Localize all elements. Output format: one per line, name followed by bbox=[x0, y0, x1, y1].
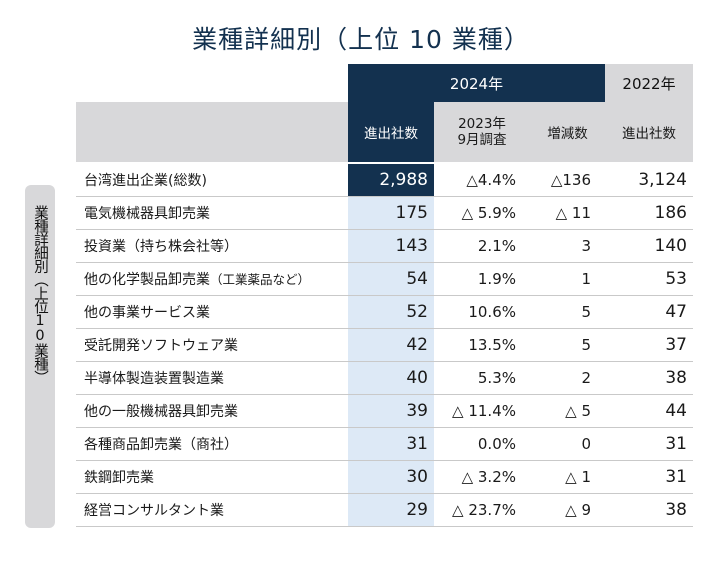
diff-count: △ 1 bbox=[530, 460, 605, 494]
diff-count: 1 bbox=[530, 262, 605, 296]
industry-name: 鉄鋼卸売業 bbox=[76, 460, 348, 494]
industry-name-text: 経営コンサルタント業 bbox=[84, 503, 224, 519]
industry-name-text: 他の化学製品卸売業 bbox=[84, 272, 210, 288]
table-body: 台湾進出企業(総数) 2,988 △4.4% △136 3,124 電気機械器具卸売業 17… bbox=[76, 162, 693, 527]
industry-name: 電気機械器具卸売業 bbox=[76, 196, 348, 230]
table-row: 他の一般機械器具卸売業 39 △ 11.4% △ 5 44 bbox=[76, 394, 693, 428]
header-2023-line2: 9月調査 bbox=[457, 132, 507, 148]
total-row: 台湾進出企業(総数) 2,988 △4.4% △136 3,124 bbox=[76, 162, 693, 197]
side-label: 業種詳細別（上位10業種） bbox=[32, 205, 48, 384]
industry-name-text: 他の事業サービス業 bbox=[84, 305, 210, 321]
diff-count: 2 bbox=[530, 361, 605, 395]
industry-name-text: 各種商品卸売業（商社） bbox=[84, 437, 238, 453]
header-blank-cell bbox=[76, 102, 348, 164]
count-2024: 52 bbox=[348, 295, 434, 329]
industry-name-text: 受託開発ソフトウェア業 bbox=[84, 338, 238, 354]
column-header-row: 進出社数 2023年 9月調査 増減数 進出社数 bbox=[76, 102, 693, 164]
industry-name: 他の一般機械器具卸売業 bbox=[76, 394, 348, 428]
side-label-box: 業種詳細別（上位10業種） bbox=[25, 185, 55, 528]
count-2024: 31 bbox=[348, 427, 434, 461]
year-2024-header: 2024年 bbox=[348, 64, 605, 102]
diff-count: 5 bbox=[530, 295, 605, 329]
diff-count: 3 bbox=[530, 229, 605, 263]
header-2023-line1: 2023年 bbox=[458, 116, 506, 132]
industry-name: 受託開発ソフトウェア業 bbox=[76, 328, 348, 362]
industry-name-text: 台湾進出企業(総数) bbox=[84, 173, 207, 189]
count-2024: 39 bbox=[348, 394, 434, 428]
industry-name: 投資業（持ち株会社等） bbox=[76, 229, 348, 263]
table-row: 半導体製造装置製造業 40 5.3% 2 38 bbox=[76, 361, 693, 395]
table-row: 経営コンサルタント業 29 △ 23.7% △ 9 38 bbox=[76, 493, 693, 527]
change-2023: 13.5% bbox=[434, 328, 530, 362]
change-2023: 10.6% bbox=[434, 295, 530, 329]
count-2024: 2,988 bbox=[348, 162, 434, 197]
count-2022: 37 bbox=[605, 328, 693, 362]
year-header-row: 2024年 2022年 bbox=[76, 64, 693, 102]
count-2022: 53 bbox=[605, 262, 693, 296]
count-2024: 54 bbox=[348, 262, 434, 296]
count-2024: 175 bbox=[348, 196, 434, 230]
industry-name: 半導体製造装置製造業 bbox=[76, 361, 348, 395]
count-2024: 29 bbox=[348, 493, 434, 527]
count-2022: 3,124 bbox=[605, 162, 693, 197]
table-row: 他の事業サービス業 52 10.6% 5 47 bbox=[76, 295, 693, 329]
change-2023: △4.4% bbox=[434, 162, 530, 197]
diff-count: △136 bbox=[530, 162, 605, 197]
count-2022: 31 bbox=[605, 460, 693, 494]
table-row: 電気機械器具卸売業 175 △ 5.9% △ 11 186 bbox=[76, 196, 693, 230]
count-2024: 40 bbox=[348, 361, 434, 395]
industry-name: 経営コンサルタント業 bbox=[76, 493, 348, 527]
industry-name-text: 投資業（持ち株会社等） bbox=[84, 239, 238, 255]
change-2023: 5.3% bbox=[434, 361, 530, 395]
diff-count: 5 bbox=[530, 328, 605, 362]
count-2022: 47 bbox=[605, 295, 693, 329]
industry-name-suffix: （工業薬品など） bbox=[210, 272, 311, 287]
change-2023: △ 3.2% bbox=[434, 460, 530, 494]
industry-name: 各種商品卸売業（商社） bbox=[76, 427, 348, 461]
count-2022: 38 bbox=[605, 493, 693, 527]
count-2022: 44 bbox=[605, 394, 693, 428]
count-2024: 143 bbox=[348, 229, 434, 263]
count-2022: 140 bbox=[605, 229, 693, 263]
industry-name-text: 電気機械器具卸売業 bbox=[84, 206, 210, 222]
diff-count: △ 5 bbox=[530, 394, 605, 428]
table-row: 他の化学製品卸売業（工業薬品など） 54 1.9% 1 53 bbox=[76, 262, 693, 296]
count-2024: 30 bbox=[348, 460, 434, 494]
industry-table: 2024年 2022年 進出社数 2023年 9月調査 増減数 進出社数 台湾進… bbox=[76, 64, 693, 527]
count-2022: 31 bbox=[605, 427, 693, 461]
industry-name: 他の事業サービス業 bbox=[76, 295, 348, 329]
industry-name: 台湾進出企業(総数) bbox=[76, 162, 348, 197]
industry-name-text: 鉄鋼卸売業 bbox=[84, 470, 154, 486]
industry-name-text: 半導体製造装置製造業 bbox=[84, 371, 224, 387]
page-title: 業種詳細別（上位 10 業種） bbox=[192, 25, 530, 54]
table-row: 受託開発ソフトウェア業 42 13.5% 5 37 bbox=[76, 328, 693, 362]
industry-name: 他の化学製品卸売業（工業薬品など） bbox=[76, 262, 348, 296]
change-2023: 2.1% bbox=[434, 229, 530, 263]
table-row: 各種商品卸売業（商社） 31 0.0% 0 31 bbox=[76, 427, 693, 461]
header-2024-count: 進出社数 bbox=[348, 102, 434, 164]
diff-count: 0 bbox=[530, 427, 605, 461]
count-2024: 42 bbox=[348, 328, 434, 362]
change-2023: △ 23.7% bbox=[434, 493, 530, 527]
count-2022: 38 bbox=[605, 361, 693, 395]
change-2023: △ 5.9% bbox=[434, 196, 530, 230]
change-2023: 1.9% bbox=[434, 262, 530, 296]
table-row: 投資業（持ち株会社等） 143 2.1% 3 140 bbox=[76, 229, 693, 263]
change-2023: 0.0% bbox=[434, 427, 530, 461]
change-2023: △ 11.4% bbox=[434, 394, 530, 428]
year-2022-header: 2022年 bbox=[605, 64, 693, 102]
table-row: 鉄鋼卸売業 30 △ 3.2% △ 1 31 bbox=[76, 460, 693, 494]
header-2022-count: 進出社数 bbox=[605, 102, 693, 164]
count-2022: 186 bbox=[605, 196, 693, 230]
diff-count: △ 9 bbox=[530, 493, 605, 527]
header-diff: 増減数 bbox=[530, 102, 605, 164]
industry-name-text: 他の一般機械器具卸売業 bbox=[84, 404, 238, 420]
diff-count: △ 11 bbox=[530, 196, 605, 230]
header-2023-change: 2023年 9月調査 bbox=[434, 102, 530, 164]
